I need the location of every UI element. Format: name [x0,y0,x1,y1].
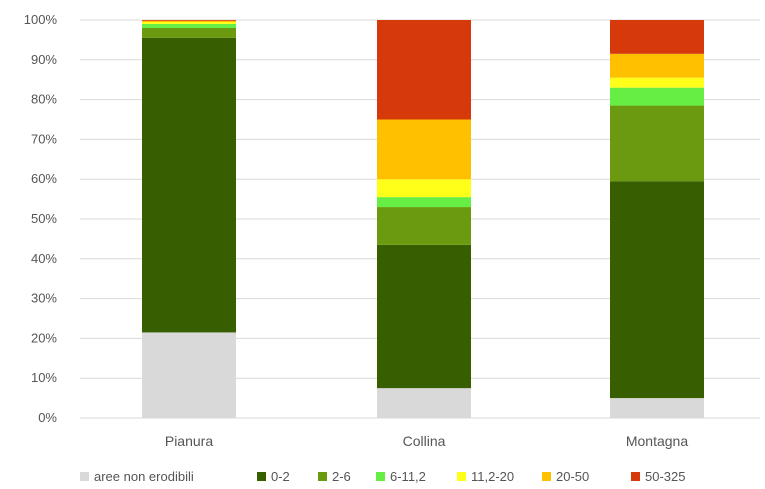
bar-segment [377,119,471,180]
y-tick-label: 40% [31,251,57,266]
bar-segment [377,179,471,198]
x-category-label: Collina [403,433,446,449]
legend-swatch [631,472,640,481]
bar-segment [610,20,704,54]
bar-segment [142,332,236,418]
y-tick-label: 10% [31,370,57,385]
legend-swatch [80,472,89,481]
bar-segment [610,53,704,78]
legend-swatch [318,472,327,481]
bar-segment [142,37,236,333]
bar-segment [377,388,471,418]
legend-label: 50-325 [645,469,685,484]
x-category-label: Pianura [165,433,213,449]
y-tick-label: 20% [31,330,57,345]
legend-label: 6-11,2 [390,469,426,484]
legend-swatch [257,472,266,481]
bar-segment [377,20,471,120]
bar-segment [610,181,704,399]
y-tick-label: 80% [31,92,57,107]
legend-swatch [542,472,551,481]
bar-segment [610,105,704,182]
legend-swatch [457,472,466,481]
legend-swatch [376,472,385,481]
bar-segment [377,207,471,245]
y-tick-label: 30% [31,291,57,306]
bar-segment [610,77,704,88]
bar-segment [610,87,704,106]
bar-segment [377,244,471,389]
x-category-label: Montagna [626,433,688,449]
bar-segment [142,20,236,22]
y-tick-label: 90% [31,52,57,67]
bar-segment [142,27,236,38]
bar-segment [142,23,236,28]
legend-label: 0-2 [271,469,290,484]
y-tick-label: 70% [31,131,57,146]
bar-segment [377,197,471,208]
legend-label: 20-50 [556,469,589,484]
bar-segment [142,20,236,21]
legend-label: aree non erodibili [94,469,194,484]
legend-label: 2-6 [332,469,351,484]
legend-label: 11,2-20 [471,469,514,484]
y-tick-label: 100% [24,12,58,27]
y-tick-label: 50% [31,211,57,226]
bar-segment [142,21,236,24]
y-tick-label: 0% [38,410,57,425]
y-tick-label: 60% [31,171,57,186]
bar-segment [610,398,704,418]
